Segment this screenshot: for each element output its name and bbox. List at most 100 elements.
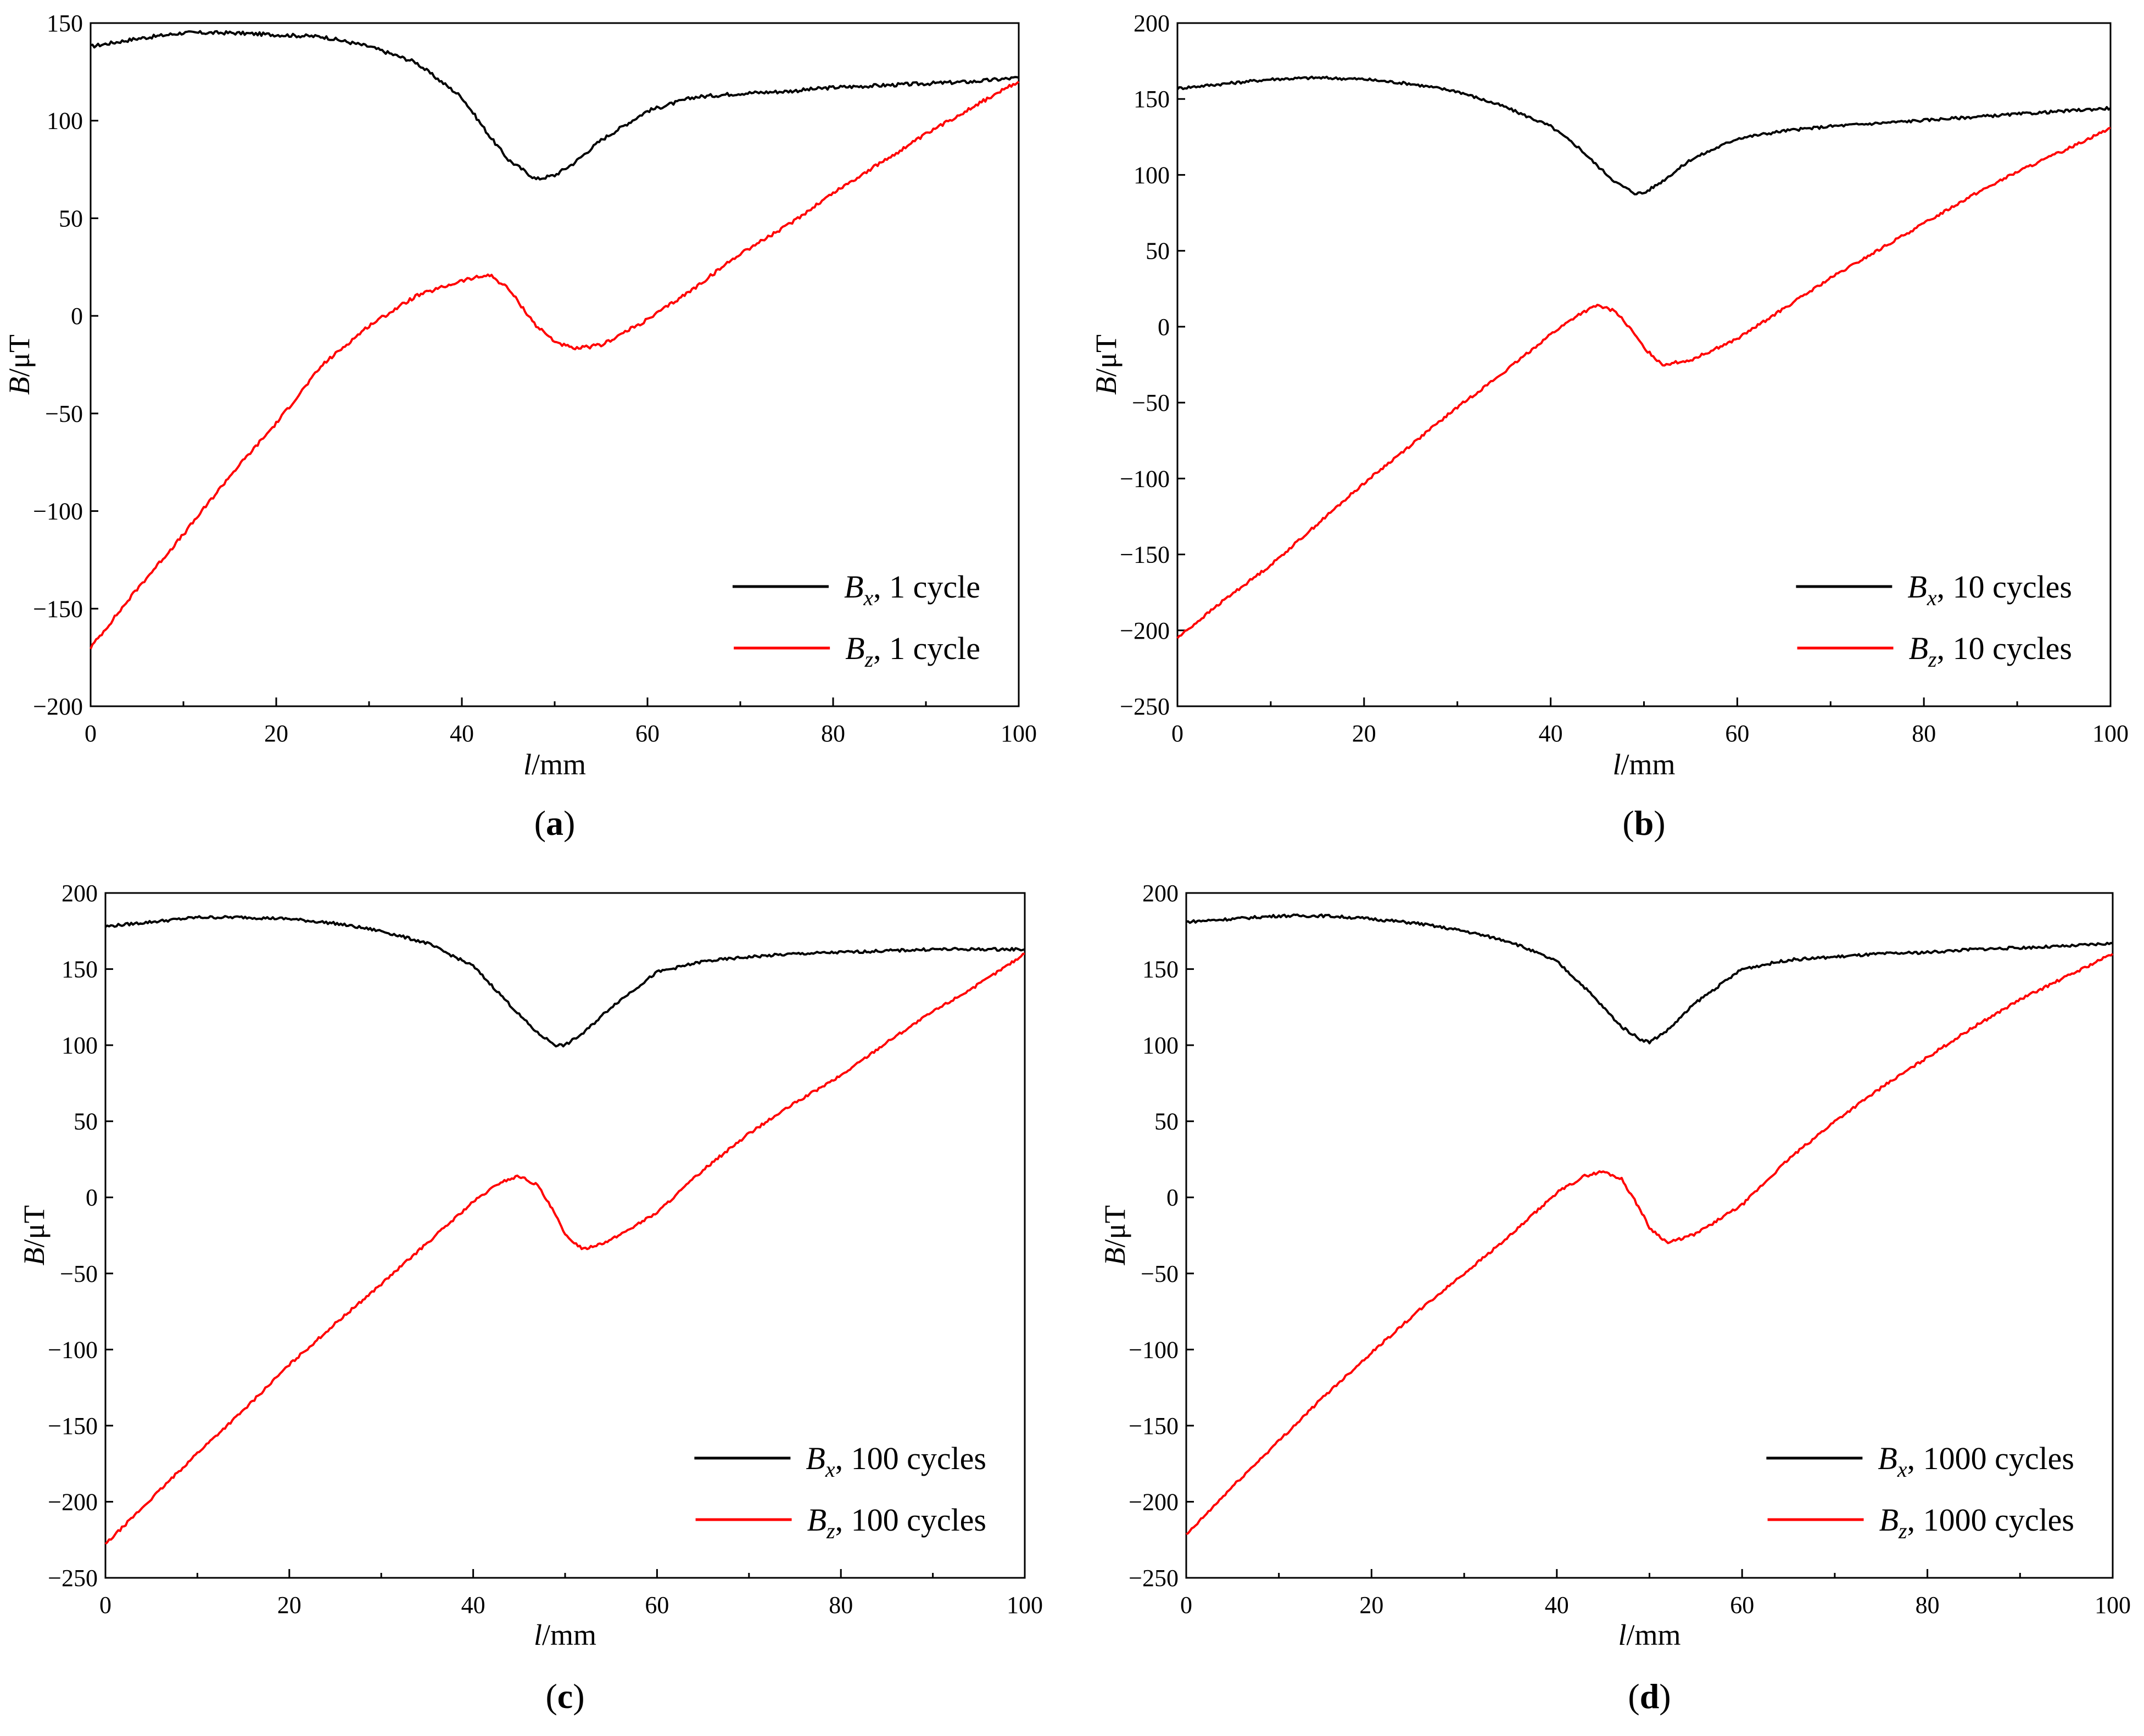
legend-sub: x (1927, 585, 1937, 610)
x-tick-label: 100 (1007, 1592, 1043, 1618)
legend-var: B (1909, 630, 1928, 666)
legend-var: B (844, 569, 863, 605)
x-axis-var: l (523, 748, 532, 781)
caption-letter: b (1634, 803, 1654, 842)
y-tick-label: 150 (1142, 956, 1179, 983)
legend-label: Bz, 1000 cycles (1879, 1502, 2074, 1543)
x-tick-label: 60 (635, 720, 660, 747)
legend-label: Bx, 100 cycles (806, 1441, 986, 1482)
chart-panel-b: −250 −200 −150 −100 −50 0 50 100 150 200 0 20 40 60 80… (1090, 10, 2129, 842)
series-line-bz (104, 952, 1025, 1545)
y-tick-label: 200 (1134, 10, 1170, 37)
y-tick-label: −250 (48, 1565, 98, 1592)
panel-caption: (c) (545, 1677, 584, 1716)
caption-close: ) (563, 803, 575, 842)
x-tick-label: 80 (1916, 1592, 1940, 1618)
legend-sub: x (1897, 1457, 1907, 1482)
y-axis-var: B (3, 377, 36, 395)
caption-letter: d (1640, 1677, 1660, 1716)
legend-item-bx: Bx, 1000 cycles (1766, 1441, 2074, 1482)
legend-var: B (1878, 1441, 1897, 1476)
caption-open: ( (534, 803, 546, 842)
legend-sub: x (863, 585, 873, 610)
y-axis-unit: /μT (18, 1205, 51, 1248)
x-tick-label: 80 (1912, 720, 1936, 747)
caption-close: ) (1659, 1677, 1671, 1716)
x-tick-label: 0 (99, 1592, 111, 1618)
legend-label: Bx, 1 cycle (844, 569, 980, 610)
y-tick-label: −250 (1129, 1565, 1179, 1592)
legend-sub: z (826, 1519, 835, 1543)
y-tick-label: 0 (1158, 314, 1170, 340)
y-tick-label: −100 (33, 498, 83, 525)
caption-open: ( (1628, 1677, 1639, 1716)
x-axis-var: l (1618, 1618, 1626, 1651)
x-axis-title: l/mm (523, 748, 586, 781)
chart-panel-a: −200 −150 −100 −50 0 50 100 150 0 20 40 60 80 100 l/mm… (3, 10, 1037, 842)
legend-label: Bz, 1 cycle (845, 630, 980, 672)
panel-caption: (b) (1622, 803, 1665, 842)
legend-sub: z (864, 647, 874, 672)
y-tick-label: 0 (1166, 1184, 1179, 1211)
y-tick-label: 50 (74, 1108, 98, 1135)
y-tick-label: 200 (62, 880, 98, 907)
x-tick-label: 60 (1725, 720, 1749, 747)
y-axis-var: B (18, 1247, 51, 1265)
legend-item-bz: Bz, 1 cycle (734, 630, 980, 672)
x-axis-unit: /mm (1627, 1618, 1681, 1651)
x-tick-label: 40 (450, 720, 474, 747)
legend-rest: , 100 cycles (835, 1502, 986, 1538)
x-tick-label: 20 (1359, 1592, 1383, 1618)
y-tick-label: 50 (1154, 1108, 1179, 1135)
y-tick-label: −100 (1120, 465, 1170, 492)
legend-rest: , 1000 cycles (1907, 1441, 2074, 1476)
series-line-bx (1176, 75, 2112, 196)
y-axis-title: B/μT (3, 334, 36, 395)
legend-rest: , 1000 cycles (1907, 1502, 2074, 1538)
x-tick-label: 20 (1352, 720, 1376, 747)
y-tick-label: −200 (33, 693, 83, 720)
legend-var: B (1907, 569, 1927, 605)
series-line-bz (90, 81, 1020, 650)
y-tick-label: −200 (1129, 1488, 1179, 1515)
panel-caption: (a) (534, 803, 576, 842)
y-tick-label: 100 (1142, 1032, 1179, 1059)
x-tick-label: 0 (85, 720, 97, 747)
y-tick-label: 100 (62, 1032, 98, 1059)
y-axis-title: B/μT (1090, 334, 1123, 395)
legend-item-bx: Bx, 1 cycle (732, 569, 980, 610)
legend-var: B (807, 1502, 827, 1538)
series-line-bz (1176, 126, 2111, 639)
x-axis-unit: /mm (1621, 748, 1676, 781)
x-tick-label: 40 (1545, 1592, 1569, 1618)
x-tick-label: 40 (1539, 720, 1563, 747)
y-tick-label: 0 (86, 1184, 98, 1211)
y-tick-label: −50 (1141, 1260, 1179, 1287)
y-tick-label: −150 (33, 595, 83, 622)
x-axis-title: l/mm (1618, 1618, 1680, 1651)
legend-rest: , 100 cycles (835, 1441, 986, 1476)
x-tick-label: 100 (2092, 720, 2129, 747)
legend-rest: , 10 cycles (1937, 569, 2072, 605)
y-tick-label: −100 (48, 1336, 98, 1363)
x-tick-label: 20 (264, 720, 288, 747)
y-tick-label: 200 (1142, 880, 1179, 907)
x-tick-label: 60 (645, 1592, 669, 1618)
x-tick-label: 40 (461, 1592, 485, 1618)
panel-caption: (d) (1628, 1677, 1671, 1716)
x-tick-label: 0 (1171, 720, 1183, 747)
y-axis-unit: /μT (1098, 1205, 1131, 1248)
series-line-bx (90, 30, 1019, 181)
y-axis-var: B (1090, 377, 1123, 395)
x-axis-title: l/mm (534, 1618, 596, 1651)
y-axis-unit: /μT (3, 334, 36, 377)
caption-open: ( (1622, 803, 1634, 842)
legend-rest: , 1 cycle (873, 630, 980, 666)
x-axis-var: l (534, 1618, 542, 1651)
caption-open: ( (545, 1677, 557, 1716)
legend-rest: , 1 cycle (873, 569, 980, 605)
y-axis-var: B (1098, 1247, 1131, 1265)
y-tick-label: 150 (62, 956, 98, 983)
legend-rest: , 10 cycles (1937, 630, 2072, 666)
y-tick-label: 0 (71, 303, 83, 330)
